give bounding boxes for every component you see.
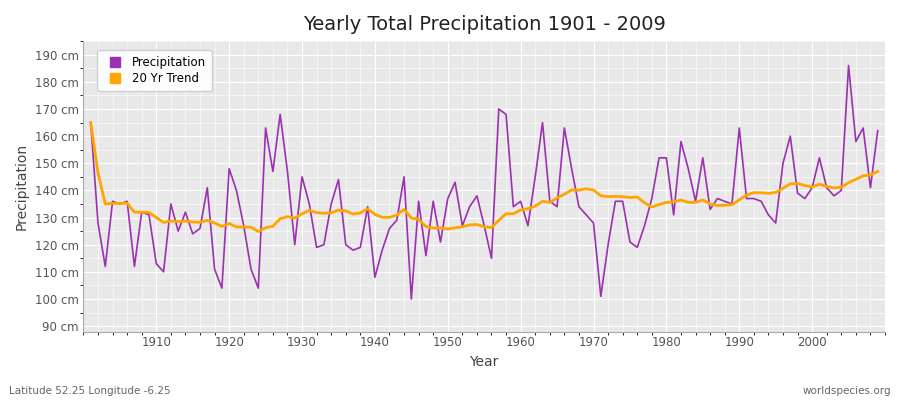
Y-axis label: Precipitation: Precipitation bbox=[15, 143, 29, 230]
Title: Yearly Total Precipitation 1901 - 2009: Yearly Total Precipitation 1901 - 2009 bbox=[302, 15, 666, 34]
Legend: Precipitation, 20 Yr Trend: Precipitation, 20 Yr Trend bbox=[97, 50, 212, 91]
Text: Latitude 52.25 Longitude -6.25: Latitude 52.25 Longitude -6.25 bbox=[9, 386, 171, 396]
X-axis label: Year: Year bbox=[470, 355, 499, 369]
Text: worldspecies.org: worldspecies.org bbox=[803, 386, 891, 396]
